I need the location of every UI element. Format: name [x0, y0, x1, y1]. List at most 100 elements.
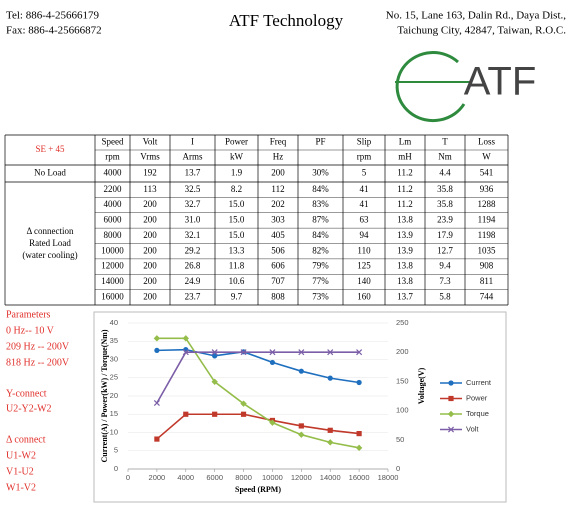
cell: 200 [143, 261, 157, 271]
column-unit: rpm [105, 152, 120, 162]
cell: 113 [143, 184, 157, 194]
cell: 4.4 [439, 168, 451, 178]
legend-marker [448, 380, 454, 386]
column-unit: mH [398, 152, 412, 162]
series-line [156, 337, 360, 449]
x-tick-label: 0 [126, 473, 130, 482]
series-line [156, 348, 360, 384]
cell: 8.2 [231, 184, 242, 194]
legend-label: Volt [466, 424, 479, 433]
cell: 13.8 [397, 276, 413, 286]
column-unit: kW [230, 152, 244, 162]
cell: 1035 [478, 245, 497, 255]
y-tick-label: 10 [110, 427, 118, 436]
series-line [156, 351, 360, 404]
column-header: Slip [357, 137, 372, 147]
column-unit: Nm [438, 152, 452, 162]
column-unit: rpm [357, 152, 372, 162]
x-tick-label: 6000 [206, 473, 223, 482]
column-header: Power [225, 137, 248, 147]
marker [327, 439, 334, 446]
column-unit: Hz [273, 152, 284, 162]
cell: 30% [312, 168, 329, 178]
cell: 24.9 [185, 276, 201, 286]
legend-marker [447, 426, 455, 433]
cell: 744 [480, 291, 494, 301]
cell: 1288 [478, 199, 497, 209]
marker [240, 400, 247, 407]
cell: 5 [362, 168, 367, 178]
column-header: Loss [478, 137, 496, 147]
cell: 110 [357, 245, 371, 255]
note: Δ connect [6, 434, 46, 445]
marker [182, 335, 189, 342]
cell: 41 [360, 184, 369, 194]
cell: 14000 [101, 276, 124, 286]
cell: 12.7 [437, 245, 453, 255]
cell: 15.0 [229, 199, 245, 209]
cell: 82% [312, 245, 329, 255]
cell: 11.2 [397, 168, 412, 178]
fax: Fax: 886-4-25666872 [6, 25, 102, 37]
x-tick-label: 2000 [149, 473, 166, 482]
cell: 160 [357, 291, 371, 301]
marker [356, 379, 362, 386]
cell: 32.5 [185, 184, 201, 194]
legend-marker [447, 410, 455, 418]
cell: 811 [480, 276, 493, 286]
x-tick-label: 4000 [177, 473, 194, 482]
address-line: Taichung City, 42847, Taiwan, R.O.C. [397, 25, 566, 37]
column-header: I [191, 137, 194, 147]
cell: 94 [360, 230, 370, 240]
column-unit: W [482, 152, 491, 162]
cell: 13.8 [397, 215, 413, 225]
cell: 936 [480, 184, 494, 194]
y2-tick-label: 150 [396, 376, 409, 385]
cell: 26.8 [185, 261, 201, 271]
group-label: (water cooling) [22, 250, 77, 260]
column-header: Lm [399, 137, 412, 147]
marker [182, 349, 189, 356]
cell: 35.8 [437, 184, 453, 194]
marker [183, 411, 189, 417]
logo-text: ATF [464, 60, 537, 104]
cell: 79% [312, 261, 329, 271]
y2-tick-label: 100 [396, 406, 409, 415]
cell: 11.2 [397, 184, 412, 194]
marker [269, 349, 276, 356]
y-tick-label: 40 [110, 318, 118, 327]
y-tick-label: 25 [110, 373, 118, 382]
cell: 31.0 [185, 215, 201, 225]
x-tick-label: 14000 [320, 473, 341, 482]
cell: 11.8 [229, 261, 245, 271]
group-label: Δ connection [26, 226, 74, 236]
cell: 5.8 [439, 291, 451, 301]
cell: 200 [143, 230, 157, 240]
y-tick-label: 30 [110, 354, 118, 363]
address-line: No. 15, Lane 163, Dalin Rd., Daya Dist., [386, 10, 566, 22]
cell: 192 [143, 168, 157, 178]
marker [327, 375, 333, 381]
cell: 125 [357, 261, 371, 271]
cell: 506 [271, 245, 285, 255]
cell: 8000 [104, 230, 123, 240]
column-unit: Vrms [140, 152, 160, 162]
cell: 13.7 [397, 291, 413, 301]
cell: 15.0 [229, 230, 245, 240]
y-tick-label: 15 [110, 409, 118, 418]
cell: 29.2 [185, 245, 201, 255]
y2-tick-label: 250 [396, 318, 409, 327]
cell: 41 [360, 199, 369, 209]
note: 0 Hz-- 10 V [6, 325, 55, 336]
model-label: SE + 45 [35, 144, 65, 154]
cell: 9.4 [439, 261, 451, 271]
cell: 77% [312, 276, 329, 286]
cell: 908 [480, 261, 494, 271]
cell: 200 [271, 168, 285, 178]
cell: 200 [143, 291, 157, 301]
cell: 13.8 [397, 261, 413, 271]
cell: 6000 [104, 215, 123, 225]
row-label: No Load [34, 168, 66, 178]
cell: 13.9 [397, 245, 413, 255]
